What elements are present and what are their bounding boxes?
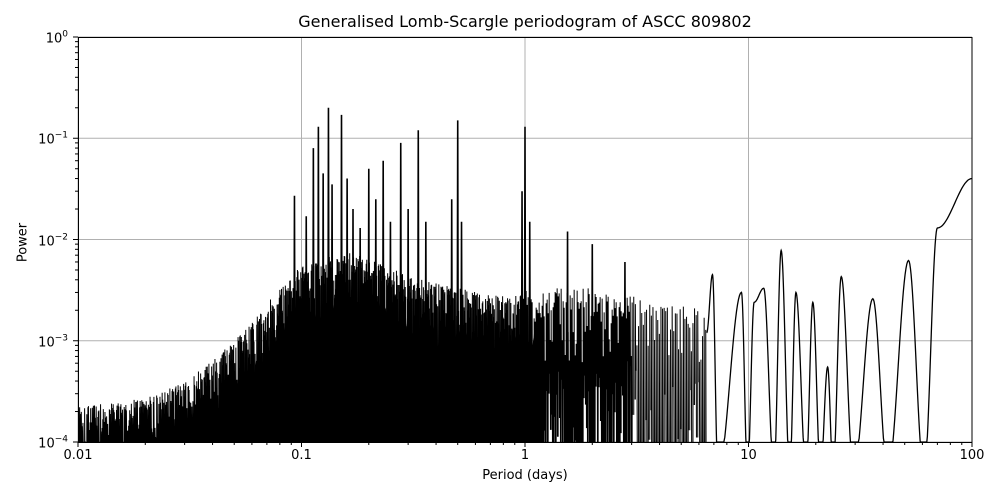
y-tick-label: 10−3 [38, 333, 68, 351]
x-tick-label: 1 [520, 448, 530, 463]
prominent-peaks [293, 107, 627, 442]
y-tick-label: 10−1 [38, 130, 68, 148]
x-tick-label: 0.1 [291, 448, 312, 463]
x-axis-label: Period (days) [482, 468, 568, 483]
power-trace [78, 107, 972, 442]
chart-title: Generalised Lomb-Scargle periodogram of … [298, 12, 752, 31]
y-axis-label: Power [15, 222, 31, 263]
y-tick-label: 10−4 [38, 434, 68, 452]
x-tick-label: 0.01 [63, 448, 93, 463]
x-tick-label: 100 [959, 448, 985, 463]
axis-ticks [73, 36, 973, 447]
x-tick-label: 10 [740, 448, 757, 463]
long-period-lobes [706, 177, 972, 442]
y-tick-label: 10−2 [38, 232, 68, 249]
y-tick-label: 100 [45, 29, 68, 47]
